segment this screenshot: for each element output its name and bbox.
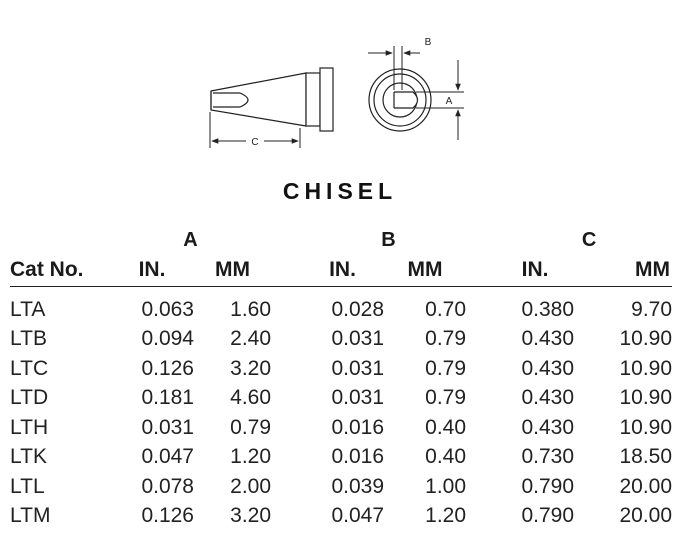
dimension-a <box>416 60 464 140</box>
cat-no-cell: LTM <box>10 504 51 528</box>
table-row: LTD 0.181 4.60 0.031 0.79 0.430 10.90 <box>10 384 672 414</box>
group-b-header: B <box>381 228 396 251</box>
column-header-b-in: IN. <box>271 254 385 287</box>
a-in-cell: 0.031 <box>141 415 194 439</box>
label-c: C <box>251 137 258 148</box>
table-row: LTB 0.094 2.40 0.031 0.79 0.430 10.90 <box>10 325 672 355</box>
column-header-cat-no: Cat No. <box>10 254 110 287</box>
b-in-cell: 0.031 <box>331 356 385 380</box>
specs-table: A B C Cat No. IN. MM IN. MM IN. MM LTA 0… <box>10 226 673 532</box>
cat-no-cell: LTB <box>10 327 47 351</box>
a-in-cell: 0.126 <box>141 356 194 380</box>
b-in-cell: 0.031 <box>331 386 385 410</box>
cat-no-cell: LTA <box>10 297 46 321</box>
a-mm-cell: 4.60 <box>230 386 272 410</box>
c-in-cell: 0.430 <box>521 415 575 439</box>
a-in-cell: 0.126 <box>141 504 194 528</box>
c-in-cell: 0.430 <box>521 327 575 351</box>
c-in-cell: 0.790 <box>521 504 575 528</box>
table-row: LTA 0.063 1.60 0.028 0.70 0.380 9.70 <box>10 287 672 325</box>
c-mm-cell: 20.00 <box>619 474 673 498</box>
dimension-c <box>209 112 301 148</box>
cat-no-cell: LTL <box>10 474 45 498</box>
table-row: LTC 0.126 3.20 0.031 0.79 0.430 10.90 <box>10 354 672 384</box>
b-mm-cell: 1.20 <box>425 504 467 528</box>
group-a-header: A <box>183 228 198 251</box>
cat-no-cell: LTC <box>10 356 49 380</box>
b-mm-cell: 0.40 <box>425 415 467 439</box>
cat-no-cell: LTK <box>10 445 47 469</box>
b-in-cell: 0.047 <box>331 504 385 528</box>
cat-no-cell: LTH <box>10 415 49 439</box>
label-b: B <box>425 37 432 48</box>
a-in-cell: 0.047 <box>141 445 194 469</box>
tip-side-view <box>210 67 334 132</box>
column-header-a-in: IN. <box>110 254 194 287</box>
c-in-cell: 0.380 <box>521 297 575 321</box>
c-in-cell: 0.730 <box>521 445 575 469</box>
column-header-row: Cat No. IN. MM IN. MM IN. MM <box>10 254 673 287</box>
c-mm-cell: 10.90 <box>619 386 673 410</box>
b-mm-cell: 0.40 <box>425 445 467 469</box>
dimension-b <box>368 46 420 90</box>
cat-no-cell: LTD <box>10 386 49 410</box>
a-in-cell: 0.181 <box>141 386 194 410</box>
a-in-cell: 0.094 <box>141 327 194 351</box>
b-in-cell: 0.028 <box>331 297 385 321</box>
a-in-cell: 0.063 <box>141 297 194 321</box>
label-a: A <box>446 96 453 107</box>
c-mm-cell: 10.90 <box>619 356 673 380</box>
c-in-cell: 0.430 <box>521 356 575 380</box>
b-in-cell: 0.031 <box>331 327 385 351</box>
table-row: LTL 0.078 2.00 0.039 1.00 0.790 20.00 <box>10 472 672 502</box>
column-header-c-mm: MM <box>574 254 673 287</box>
c-in-cell: 0.790 <box>521 474 575 498</box>
b-mm-cell: 0.70 <box>425 297 467 321</box>
c-mm-cell: 18.50 <box>619 445 673 469</box>
a-mm-cell: 2.40 <box>230 327 272 351</box>
a-mm-cell: 1.60 <box>230 297 272 321</box>
c-mm-cell: 10.90 <box>619 327 673 351</box>
b-mm-cell: 0.79 <box>425 386 467 410</box>
c-mm-cell: 10.90 <box>619 415 673 439</box>
c-mm-cell: 9.70 <box>631 297 673 321</box>
group-c-header: C <box>581 228 597 251</box>
a-mm-cell: 3.20 <box>230 356 272 380</box>
column-header-c-in: IN. <box>466 254 575 287</box>
column-header-b-mm: MM <box>384 254 467 287</box>
a-mm-cell: 2.00 <box>230 474 272 498</box>
table-row: LTK 0.047 1.20 0.016 0.40 0.730 18.50 <box>10 443 672 473</box>
b-mm-cell: 0.79 <box>425 327 467 351</box>
b-in-cell: 0.016 <box>331 445 385 469</box>
b-in-cell: 0.039 <box>331 474 385 498</box>
table-row: LTH 0.031 0.79 0.016 0.40 0.430 10.90 <box>10 413 672 443</box>
a-in-cell: 0.078 <box>141 474 194 498</box>
table-row: LTM 0.126 3.20 0.047 1.20 0.790 20.00 <box>10 502 672 532</box>
c-in-cell: 0.430 <box>521 386 575 410</box>
specs-table-body: LTA 0.063 1.60 0.028 0.70 0.380 9.70 LTB… <box>10 287 672 532</box>
tip-end-view <box>368 68 432 132</box>
a-mm-cell: 3.20 <box>230 504 272 528</box>
b-in-cell: 0.016 <box>331 415 385 439</box>
page-title: CHISEL <box>282 178 398 204</box>
c-mm-cell: 20.00 <box>619 504 673 528</box>
b-mm-cell: 0.79 <box>425 356 467 380</box>
a-mm-cell: 1.20 <box>230 445 272 469</box>
column-header-a-mm: MM <box>194 254 272 287</box>
b-mm-cell: 1.00 <box>425 474 467 498</box>
chisel-tip-diagram: C B A <box>209 37 464 148</box>
a-mm-cell: 0.79 <box>230 415 272 439</box>
group-header-row: A B C <box>10 226 672 254</box>
